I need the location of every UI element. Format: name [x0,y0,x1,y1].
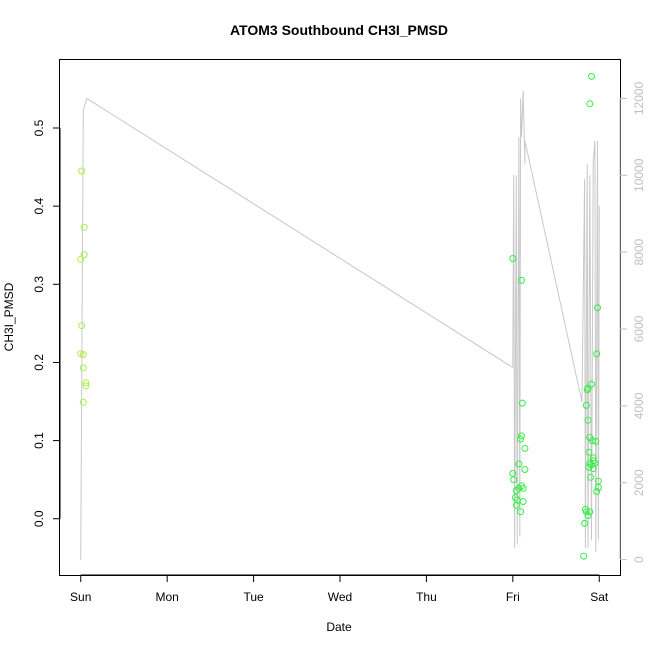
data-point [588,380,595,388]
plot-frame [59,59,621,576]
data-point [79,351,87,359]
x-tick-label: Sun [70,590,91,604]
chart-title: ATOM3 Southbound CH3I_PMSD [230,22,448,38]
y-tick-label: 0.2 [32,354,46,371]
data-point [78,322,86,330]
data-point [80,223,88,231]
data-point [589,465,597,473]
data-point [517,435,525,443]
data-point [582,401,590,409]
y2-tick-label: 12000 [632,81,646,115]
data-point [583,386,591,394]
y-tick-label: 0.1 [32,432,46,449]
data-point [521,444,529,452]
data-point [587,473,595,481]
data-point [518,399,526,407]
y2-tick-label: 8000 [632,238,646,265]
x-tick-label: Fri [506,590,520,604]
data-point [519,484,527,492]
x-tick-label: Sat [590,590,609,604]
data-point [521,466,529,473]
data-point [592,437,600,445]
y2-tick-label: 4000 [632,392,646,419]
x-tick-label: Wed [328,590,352,604]
data-point [510,476,518,484]
data-point [518,432,525,440]
data-point [585,463,593,471]
x-tick-label: Tue [243,590,264,604]
y2-tick-label: 0 [632,556,646,563]
series-line [80,90,600,560]
data-point [588,437,596,445]
data-point [594,304,601,312]
y-axis-left: 0.0 0.1 0.2 0.3 0.4 0.5 [32,119,61,527]
data-point [512,487,520,495]
data-point [79,364,87,372]
y-axis-right: 0 2000 4000 6000 8000 10000 12000 [619,81,646,563]
data-point [586,100,594,108]
data-point [519,498,527,505]
data-point [82,379,90,387]
data-point [82,382,90,390]
data-point [593,350,601,358]
data-point [515,460,523,468]
data-point [77,255,85,263]
y2-tick-label: 2000 [632,469,646,496]
data-point [585,448,593,456]
x-tick-label: Mon [155,590,178,604]
data-point [586,459,594,467]
data-point [78,167,86,175]
data-point [512,501,520,509]
data-point [584,416,592,424]
data-point [509,255,517,262]
y-tick-label: 0.5 [32,119,46,136]
x-axis: Sun Mon Tue Wed Thu Fri Sat [70,574,609,604]
data-point [580,552,588,560]
data-point [80,251,88,259]
y-tick-label: 0.3 [32,276,46,293]
data-point [518,276,525,284]
line-series-layer [80,90,600,560]
data-point [517,508,525,516]
points-layer [77,72,602,560]
data-point [79,398,87,406]
data-point [593,487,601,495]
data-point [594,484,602,491]
x-axis-label: Date [326,620,352,634]
data-point [588,72,595,80]
y-tick-label: 0.4 [32,197,46,214]
y-axis-label: CH3I_PMSD [2,282,16,351]
data-point [586,508,594,516]
y2-tick-label: 6000 [632,315,646,342]
y2-tick-label: 10000 [632,158,646,192]
data-point [581,519,589,527]
data-point [584,512,592,520]
data-point [582,508,590,516]
y-tick-label: 0.0 [32,510,46,527]
x-tick-label: Thu [416,590,437,604]
